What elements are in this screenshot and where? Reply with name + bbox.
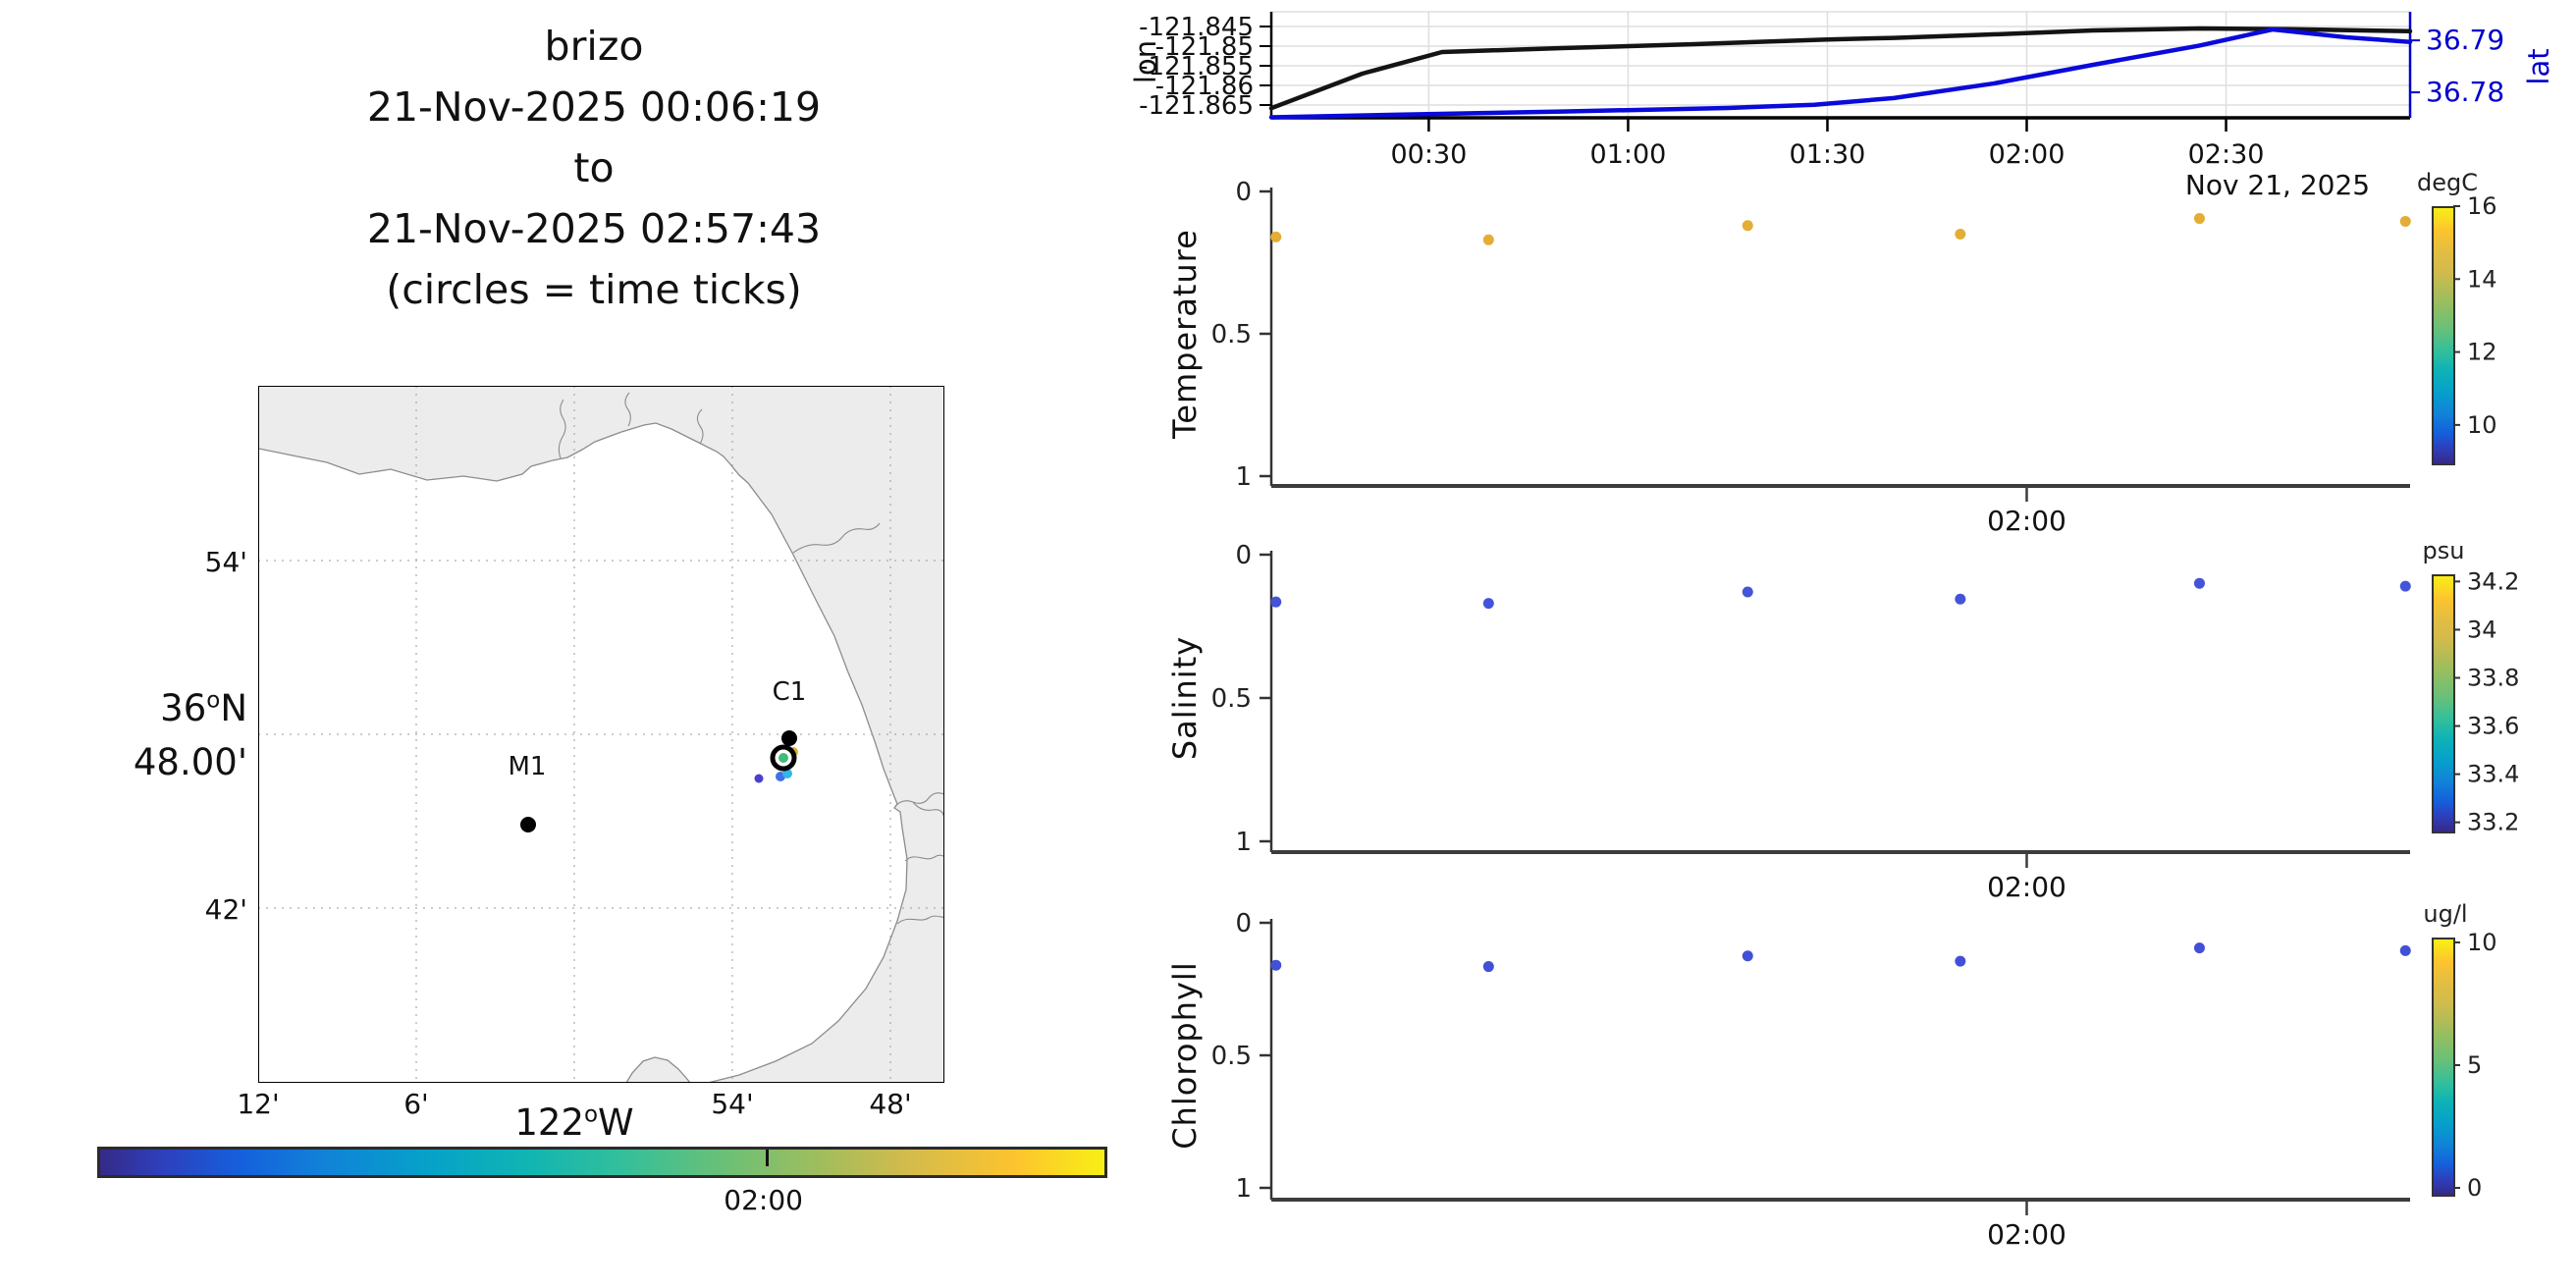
- chlorophyll-data-point: [1955, 955, 1966, 967]
- chlorophyll-colorbar: [2432, 938, 2455, 1197]
- salinity-colorbar-tick-label: 33.2: [2467, 809, 2519, 836]
- track-dot-mid2: [782, 769, 792, 778]
- map-ytick-54: 54': [204, 546, 247, 578]
- map-time-colorbar-label: 02:00: [724, 1184, 803, 1216]
- salinity-colorbar-tick-label: 34.2: [2467, 567, 2519, 595]
- chlorophyll-y-tick-label: 0: [1235, 909, 1252, 939]
- title-start-time: 21-Nov-2025 00:06:19: [366, 83, 822, 131]
- station-m1-dot: [520, 817, 536, 832]
- temperature-y-tick-label: 1: [1235, 462, 1252, 492]
- degree-superscript: o: [206, 687, 221, 714]
- salinity-y-tick-label: 0.5: [1211, 684, 1252, 714]
- salinity-data-point: [2399, 580, 2411, 592]
- chlorophyll-y-tick-label: 0.5: [1211, 1042, 1252, 1071]
- chlorophyll-y-tick-label: 1: [1235, 1174, 1252, 1204]
- temperature-data-point: [1482, 234, 1494, 245]
- map-ylabel-deg: 36oN: [160, 687, 247, 729]
- salinity-data-point: [1955, 593, 1966, 605]
- chlorophyll-colorbar-tick-label: 0: [2467, 1174, 2482, 1202]
- title-to: to: [573, 144, 615, 191]
- chlorophyll-data-point: [1270, 959, 1282, 971]
- chlorophyll-colorbar-tick-label: 10: [2467, 929, 2497, 956]
- salinity-x-tick-label: 02:00: [1987, 871, 2066, 903]
- chlorophyll-data-point: [1482, 961, 1494, 973]
- map-land-peninsula: [625, 1056, 691, 1083]
- chlorophyll-data-point: [2399, 944, 2411, 956]
- map-land-main: [258, 386, 944, 1083]
- track-line-lat: [1268, 27, 2413, 120]
- salinity-colorbar-tick-label: 33.8: [2467, 664, 2519, 691]
- map-xtick-54: 54': [711, 1088, 754, 1120]
- temperature-data-point: [1270, 231, 1282, 242]
- track-left-tick-label: -121.865: [1139, 91, 1254, 121]
- title-end-time: 21-Nov-2025 02:57:43: [366, 205, 822, 252]
- salinity-colorbar: [2432, 574, 2455, 833]
- map-time-colorbar: [97, 1147, 1107, 1178]
- temperature-data-point: [2193, 213, 2205, 225]
- salinity-data-point: [2193, 577, 2205, 589]
- track-dot-early: [754, 774, 764, 783]
- degree-superscript: o: [583, 1101, 599, 1128]
- track-left-tick-label: -121.855: [1139, 52, 1254, 81]
- salinity-colorbar-title: psu: [2422, 537, 2465, 564]
- temperature-colorbar-tick-label: 12: [2467, 339, 2497, 366]
- track-x-tick-label: 01:00: [1590, 139, 1667, 170]
- map-plot: [258, 386, 944, 1083]
- chlorophyll-colorbar-title: ug/l: [2423, 900, 2468, 928]
- chlorophyll-data-point: [2193, 942, 2205, 954]
- track-x-tick-label: 02:00: [1989, 139, 2066, 170]
- temperature-colorbar-tick-label: 10: [2467, 411, 2497, 439]
- track-left-tick-label: -121.85: [1155, 32, 1254, 62]
- track-date-label: Nov 21, 2025: [2184, 169, 2371, 201]
- temperature-colorbar-title: degC: [2417, 169, 2478, 196]
- track-right-tick-label: 36.78: [2426, 76, 2504, 108]
- track-left-tick-label: -121.86: [1155, 72, 1254, 101]
- map-time-colorbar-tick: [765, 1150, 769, 1166]
- map-xtick-6: 6': [403, 1088, 429, 1120]
- temperature-colorbar-tick-label: 16: [2467, 192, 2497, 220]
- map-xlabel: 122oW: [514, 1101, 634, 1144]
- chlorophyll-x-tick-label: 02:00: [1987, 1218, 2066, 1251]
- chlorophyll-colorbar-tick-label: 5: [2467, 1051, 2482, 1079]
- temperature-y-tick-label: 0: [1235, 178, 1252, 207]
- salinity-data-point: [1742, 586, 1753, 598]
- track-left-tick-label: -121.845: [1139, 13, 1254, 42]
- salinity-y-tick-label: 1: [1235, 828, 1252, 857]
- map-ytick-42: 42': [204, 893, 247, 926]
- temperature-data-point: [1955, 229, 1966, 240]
- salinity-colorbar-tick-label: 33.4: [2467, 761, 2519, 788]
- salinity-data-point: [1270, 596, 1282, 608]
- temperature-x-tick-label: 02:00: [1987, 505, 2066, 537]
- salinity-data-point: [1482, 598, 1494, 610]
- temperature-data-point: [1742, 220, 1753, 232]
- salinity-colorbar-tick-label: 33.6: [2467, 713, 2519, 740]
- map-ylabel-min: 48.00': [133, 741, 247, 783]
- track-line-lon: [1268, 26, 2413, 111]
- track-x-tick-label: 02:30: [2188, 139, 2265, 170]
- temperature-y-tick-label: 0.5: [1211, 320, 1252, 349]
- track-right-tick-label: 36.79: [2426, 24, 2504, 56]
- salinity-y-tick-label: 0: [1235, 541, 1252, 570]
- map-xtick-48: 48': [869, 1088, 912, 1120]
- map-xtick-12: 12': [237, 1088, 280, 1120]
- station-c1-dot: [781, 730, 797, 746]
- temperature-colorbar: [2432, 206, 2455, 465]
- title-note: (circles = time ticks): [386, 266, 802, 313]
- salinity-colorbar-tick-label: 34: [2467, 616, 2497, 643]
- station-c1-label: C1: [772, 677, 807, 707]
- figure-title: brizo 21-Nov-2025 00:06:19 to 21-Nov-202…: [201, 16, 987, 320]
- title-vehicle: brizo: [544, 23, 644, 70]
- station-m1-label: M1: [508, 752, 547, 781]
- chlorophyll-data-point: [1742, 950, 1753, 962]
- temperature-data-point: [2399, 215, 2411, 227]
- track-x-tick-label: 01:30: [1790, 139, 1866, 170]
- track-x-tick-label: 00:30: [1390, 139, 1467, 170]
- current-position-dot: [778, 753, 788, 763]
- temperature-colorbar-tick-label: 14: [2467, 265, 2497, 293]
